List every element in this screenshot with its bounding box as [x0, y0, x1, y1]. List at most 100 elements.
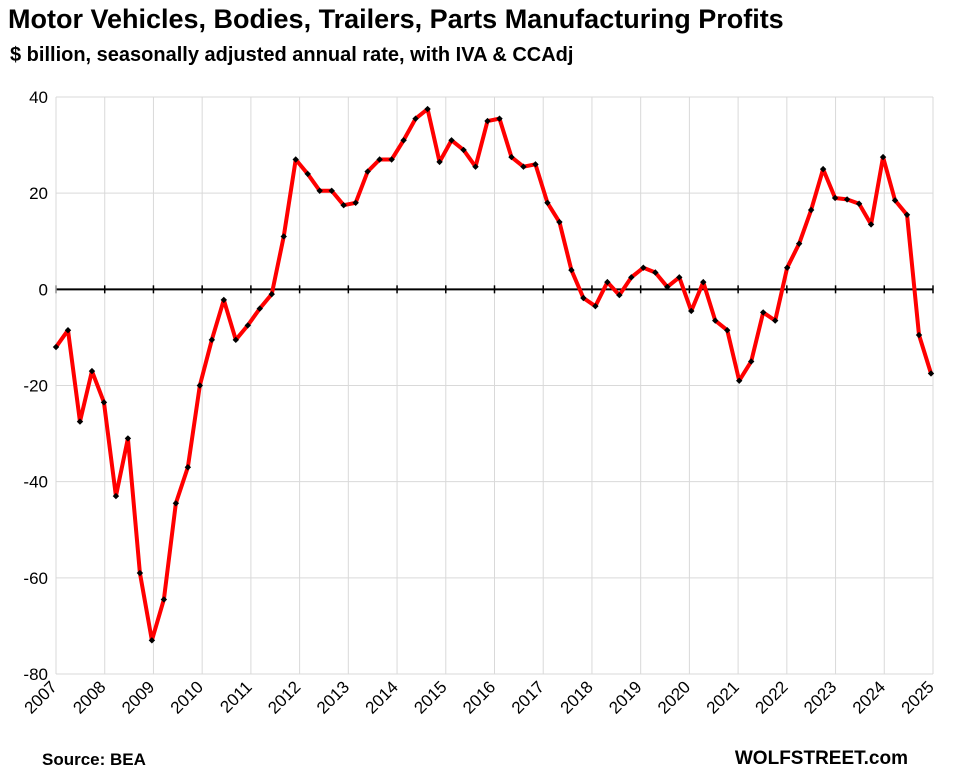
data-point — [748, 358, 755, 365]
x-tick-label: 2020 — [654, 677, 694, 717]
data-point — [783, 264, 791, 271]
x-tick-label: 2019 — [605, 677, 645, 717]
data-point — [616, 291, 623, 299]
x-tick-label: 2022 — [751, 677, 791, 717]
data-point — [316, 187, 323, 194]
data-point — [855, 200, 863, 207]
data-point — [136, 569, 144, 577]
data-point — [736, 377, 743, 384]
x-tick-label: 2013 — [313, 677, 353, 717]
data-point — [232, 336, 239, 344]
data-point — [664, 283, 671, 291]
data-point — [604, 278, 611, 286]
data-point — [592, 302, 599, 310]
data-point — [807, 206, 815, 214]
data-point — [340, 201, 347, 209]
data-point — [484, 117, 491, 125]
data-point — [496, 115, 503, 122]
x-tick-label: 2014 — [362, 677, 402, 717]
data-point — [676, 274, 683, 281]
data-point — [412, 115, 419, 122]
data-point — [376, 156, 383, 163]
data-point — [160, 596, 168, 603]
data-point — [268, 290, 275, 298]
x-tick-label: 2009 — [118, 677, 158, 717]
data-point — [244, 322, 251, 329]
data-point — [771, 317, 779, 324]
data-point — [688, 307, 695, 315]
source-label: Source: BEA — [42, 750, 146, 769]
chart-subtitle: $ billion, seasonally adjusted annual ra… — [10, 44, 574, 66]
gridlines — [55, 96, 934, 675]
data-point — [220, 296, 228, 304]
data-point — [64, 327, 72, 334]
x-tick-label: 2016 — [459, 677, 499, 717]
data-point — [52, 343, 60, 351]
brand-label: WOLFSTREET.com — [734, 748, 908, 769]
data-point — [100, 399, 108, 406]
y-tick-label: 0 — [39, 280, 48, 299]
x-tick-label: 2010 — [167, 677, 207, 717]
y-tick-label: -60 — [23, 569, 48, 588]
data-point — [568, 266, 575, 274]
data-point — [280, 233, 287, 240]
data-point — [580, 294, 587, 302]
data-point — [88, 367, 96, 375]
series-layer — [52, 105, 935, 644]
y-tick-label: -20 — [23, 377, 48, 396]
data-point — [843, 196, 851, 203]
data-point — [304, 170, 311, 178]
data-point — [867, 221, 875, 228]
x-tick-label: 2025 — [898, 677, 938, 717]
data-point — [208, 336, 216, 344]
data-point — [927, 370, 935, 377]
x-tick-label: 2023 — [800, 677, 840, 717]
series-line — [54, 107, 933, 643]
data-point — [903, 211, 911, 219]
y-tick-label: -80 — [23, 665, 48, 684]
data-point — [388, 156, 395, 163]
data-point — [795, 240, 803, 247]
data-point — [520, 163, 527, 170]
x-tick-label: 2021 — [703, 677, 743, 717]
data-point — [124, 435, 132, 442]
data-point — [112, 492, 120, 500]
y-tick-label: -40 — [23, 473, 48, 492]
data-point — [292, 156, 299, 163]
data-point — [724, 327, 731, 334]
data-point — [891, 197, 899, 204]
x-tick-label: 2017 — [508, 677, 548, 717]
data-point — [556, 218, 563, 226]
data-point — [184, 464, 192, 471]
data-point — [544, 199, 551, 206]
data-point — [364, 168, 371, 175]
data-point — [424, 105, 431, 113]
data-point — [700, 278, 707, 286]
x-tick-label: 2011 — [216, 677, 255, 716]
data-point — [352, 199, 359, 206]
x-tick-label: 2018 — [557, 677, 597, 717]
data-point — [196, 382, 204, 389]
x-tick-label: 2012 — [264, 677, 304, 717]
data-point — [759, 309, 767, 316]
data-point — [879, 153, 887, 161]
data-point — [460, 146, 467, 154]
data-point — [148, 637, 156, 644]
y-tick-label: 40 — [29, 88, 48, 107]
data-point — [819, 165, 827, 173]
data-point — [472, 163, 479, 170]
data-point — [448, 137, 455, 144]
x-axis-ticks: 2007 2008 2009 2010 2011 2012 2013 2014 2015 2016… — [21, 677, 938, 717]
data-point — [76, 418, 84, 425]
data-point — [172, 500, 180, 507]
chart-title: Motor Vehicles, Bodies, Trailers, Parts … — [8, 4, 784, 34]
data-point — [652, 269, 659, 276]
x-tick-label: 2015 — [410, 677, 450, 717]
data-point — [436, 158, 443, 166]
data-point — [532, 161, 539, 168]
data-point — [712, 317, 719, 324]
data-point — [256, 305, 263, 312]
y-tick-label: 20 — [29, 184, 48, 203]
data-point — [328, 187, 335, 194]
